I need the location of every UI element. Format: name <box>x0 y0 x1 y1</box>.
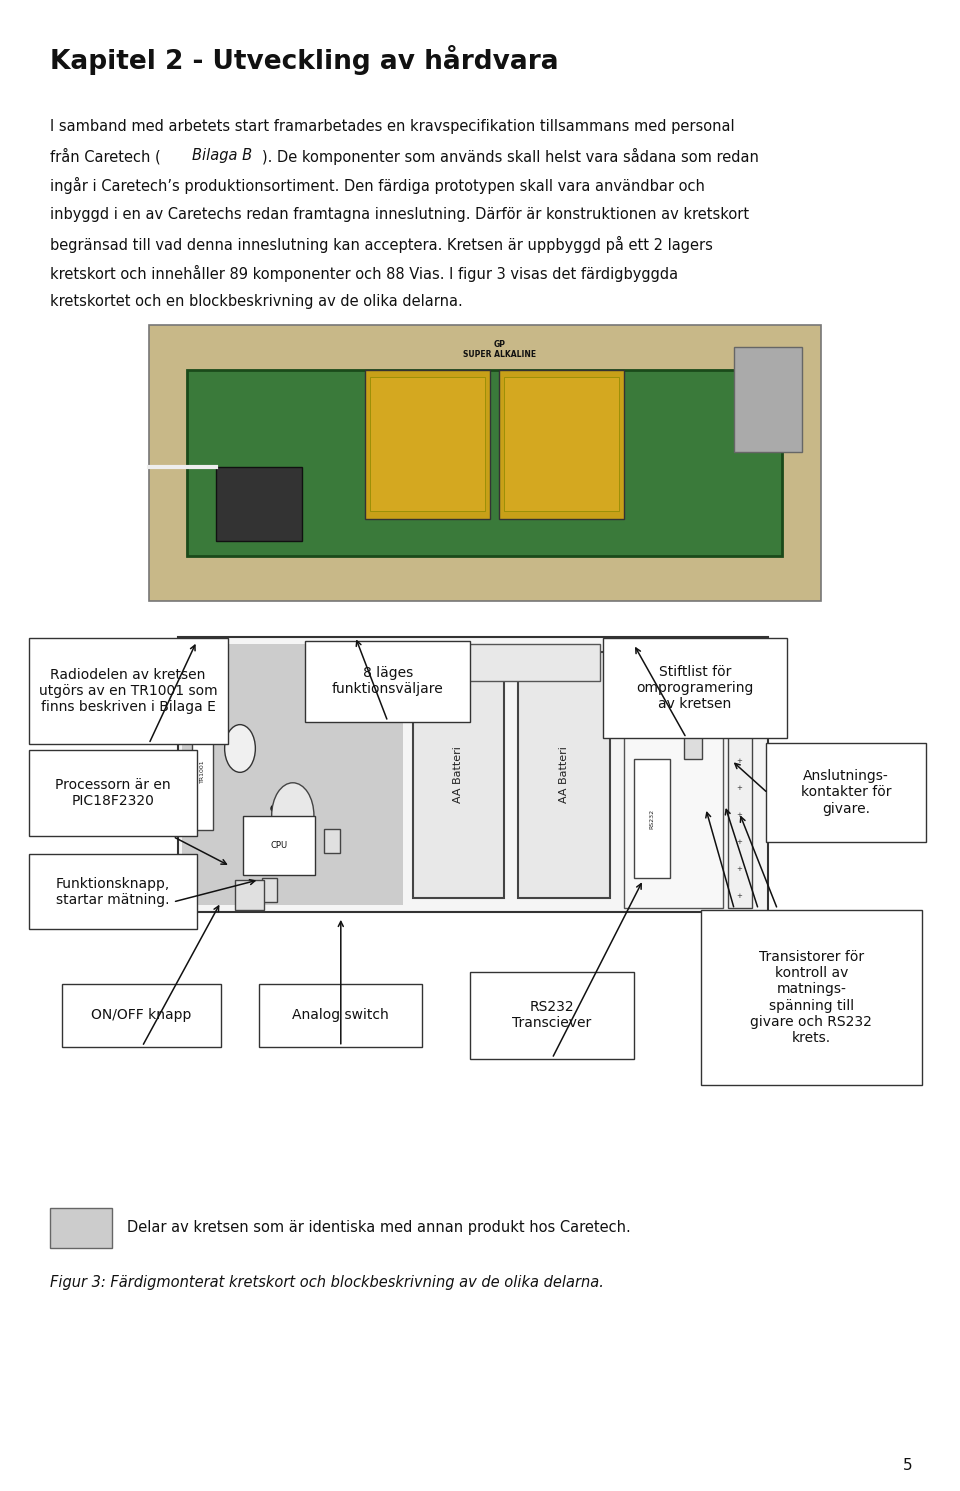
Text: CPU: CPU <box>271 841 287 850</box>
Bar <box>603 638 787 738</box>
Text: kretskortet och en blockbeskrivning av de olika delarna.: kretskortet och en blockbeskrivning av d… <box>50 294 463 309</box>
Bar <box>499 370 624 519</box>
Bar <box>262 878 277 902</box>
Text: inbyggd i en av Caretechs redan framtagna inneslutning. Därför är konstruktionen: inbyggd i en av Caretechs redan framtagn… <box>50 207 749 222</box>
Bar <box>324 829 340 853</box>
Text: 8 läges
funktionsväljare: 8 läges funktionsväljare <box>332 666 444 696</box>
Bar <box>29 854 197 929</box>
Circle shape <box>272 783 314 848</box>
Bar <box>470 972 634 1059</box>
Bar <box>728 641 752 908</box>
Text: Funktionsknapp,
startar mätning.: Funktionsknapp, startar mätning. <box>56 877 170 907</box>
Text: +: + <box>736 786 743 792</box>
Bar <box>634 759 670 878</box>
Bar <box>766 743 926 842</box>
Bar <box>684 737 702 759</box>
Text: +: + <box>736 731 743 737</box>
Text: Transistorer för
kontroll av
matnings-
spänning till
givare och RS232
krets.: Transistorer för kontroll av matnings- s… <box>751 950 872 1045</box>
Text: 5: 5 <box>902 1458 912 1473</box>
Text: ON/OFF knapp: ON/OFF knapp <box>91 1008 192 1023</box>
Text: Analog switch: Analog switch <box>293 1008 389 1023</box>
Bar <box>192 711 213 830</box>
Text: TR1001: TR1001 <box>200 759 205 783</box>
Text: ingår i Caretech’s produktionsortiment. Den färdiga prototypen skall vara använd: ingår i Caretech’s produktionsortiment. … <box>50 177 705 194</box>
Text: +: + <box>736 866 743 872</box>
Text: Bilaga B: Bilaga B <box>192 148 252 164</box>
Text: RS232: RS232 <box>649 808 655 829</box>
Bar <box>29 750 197 836</box>
Bar <box>235 880 264 910</box>
Bar <box>701 910 922 1085</box>
Text: +: + <box>736 677 743 683</box>
Bar <box>259 984 422 1047</box>
Text: Anslutnings-
kontakter för
givare.: Anslutnings- kontakter för givare. <box>801 769 892 816</box>
Text: +: + <box>736 757 743 763</box>
Bar <box>518 652 610 898</box>
Bar <box>370 377 485 511</box>
Circle shape <box>225 725 255 772</box>
Text: AA Batteri: AA Batteri <box>453 746 464 804</box>
Bar <box>182 644 403 905</box>
Bar <box>178 637 768 912</box>
Bar <box>149 325 821 601</box>
Text: Stiftlist för
omprogramering
av kretsen: Stiftlist för omprogramering av kretsen <box>636 665 754 711</box>
Text: Processorn är en
PIC18F2320: Processorn är en PIC18F2320 <box>55 778 171 808</box>
Bar <box>504 377 619 511</box>
Bar <box>413 652 504 898</box>
Text: Kapitel 2 - Utveckling av hårdvara: Kapitel 2 - Utveckling av hårdvara <box>50 45 559 75</box>
Text: Figur 3: Färdigmonterat kretskort och blockbeskrivning av de olika delarna.: Figur 3: Färdigmonterat kretskort och bl… <box>50 1275 604 1290</box>
Bar <box>187 370 782 556</box>
Text: kretskort och innehåller 89 komponenter och 88 Vias. I figur 3 visas det färdigb: kretskort och innehåller 89 komponenter … <box>50 265 678 282</box>
Bar <box>418 644 600 681</box>
Bar <box>305 641 470 722</box>
Bar <box>734 347 802 452</box>
Bar <box>624 641 723 908</box>
Text: I samband med arbetets start framarbetades en kravspecifikation tillsammans med : I samband med arbetets start framarbetad… <box>50 119 734 134</box>
Text: Delar av kretsen som är identiska med annan produkt hos Caretech.: Delar av kretsen som är identiska med an… <box>127 1220 631 1236</box>
Text: +: + <box>736 813 743 819</box>
Bar <box>50 1208 112 1248</box>
Text: Radiodelen av kretsen
utgörs av en TR1001 som
finns beskriven i Bilaga E: Radiodelen av kretsen utgörs av en TR100… <box>38 668 218 714</box>
Bar <box>62 984 221 1047</box>
Text: RS232
Transciever: RS232 Transciever <box>513 1000 591 1030</box>
Text: +: + <box>736 839 743 845</box>
Bar <box>29 638 228 744</box>
Text: +: + <box>736 704 743 710</box>
Bar <box>216 467 302 541</box>
Bar <box>684 707 702 729</box>
Text: AA Batteri: AA Batteri <box>559 746 569 804</box>
Text: begränsad till vad denna inneslutning kan acceptera. Kretsen är uppbyggd på ett : begränsad till vad denna inneslutning ka… <box>50 236 712 252</box>
Bar <box>243 816 315 875</box>
Bar <box>365 370 490 519</box>
Text: +: + <box>736 893 743 899</box>
Text: ). De komponenter som används skall helst vara sådana som redan: ). De komponenter som används skall hels… <box>262 148 759 166</box>
Text: från Caretech (: från Caretech ( <box>50 148 160 166</box>
Text: GP
SUPER ALKALINE: GP SUPER ALKALINE <box>463 340 536 359</box>
